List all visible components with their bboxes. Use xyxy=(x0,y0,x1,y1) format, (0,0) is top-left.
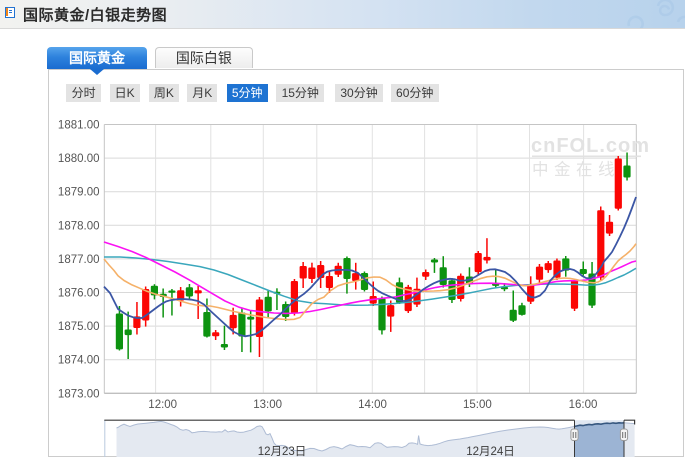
svg-text:1874.00: 1874.00 xyxy=(58,355,100,367)
svg-text:中金在线: 中金在线 xyxy=(532,160,620,179)
svg-text:16:00: 16:00 xyxy=(569,399,598,411)
svg-text:12月24日: 12月24日 xyxy=(466,446,515,457)
svg-text:13:00: 13:00 xyxy=(253,399,282,411)
svg-text:1880.00: 1880.00 xyxy=(58,153,100,165)
svg-text:1875.00: 1875.00 xyxy=(58,321,100,333)
svg-text:1878.00: 1878.00 xyxy=(58,220,100,232)
svg-text:1877.00: 1877.00 xyxy=(58,254,100,266)
svg-text:14:00: 14:00 xyxy=(358,399,387,411)
svg-text:1873.00: 1873.00 xyxy=(58,388,100,400)
svg-text:1876.00: 1876.00 xyxy=(58,288,100,300)
svg-text:cnFOL.com: cnFOL.com xyxy=(531,135,650,157)
svg-text:1881.00: 1881.00 xyxy=(58,120,100,132)
svg-text:12月23日: 12月23日 xyxy=(258,446,307,457)
svg-text:12:00: 12:00 xyxy=(148,399,177,411)
svg-text:15:00: 15:00 xyxy=(463,399,492,411)
svg-text:1879.00: 1879.00 xyxy=(58,187,100,199)
